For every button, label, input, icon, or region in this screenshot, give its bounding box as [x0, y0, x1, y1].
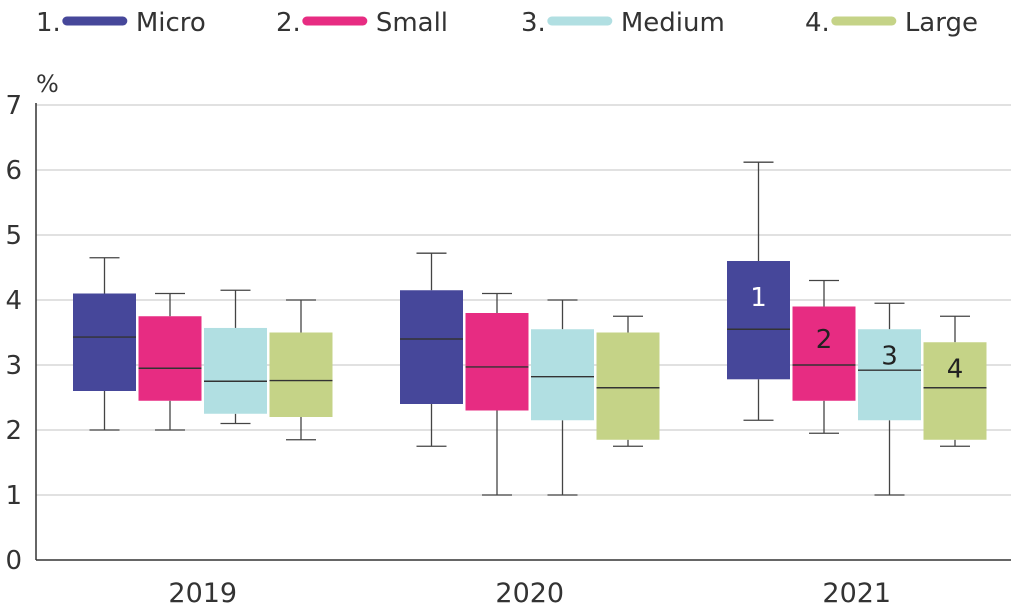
y-tick-label: 5: [5, 221, 22, 251]
x-axis-ticks: 2019 2020 2021: [168, 578, 891, 607]
box-body: [73, 293, 136, 391]
x-tick-label: 2021: [822, 578, 891, 607]
y-axis-label: %: [36, 70, 59, 98]
box-small-2019: [138, 292, 202, 431]
box-body: [596, 332, 660, 440]
box-large-2020: [596, 315, 660, 447]
box-large-2019: [269, 299, 333, 441]
box-annotation: 3: [881, 341, 898, 371]
legend-label: Medium: [621, 8, 725, 38]
legend-number: 1.: [36, 8, 61, 38]
box-small-2021: [792, 279, 856, 434]
box-body: [465, 313, 529, 411]
axes: [35, 103, 1011, 561]
box-body: [531, 329, 594, 421]
box-body: [858, 329, 921, 421]
legend-item-small: 2. Small: [276, 8, 448, 38]
y-tick-label: 7: [5, 91, 22, 121]
legend-item-large: 4. Large: [805, 8, 978, 38]
box-body: [138, 316, 202, 401]
box-body: [400, 290, 463, 404]
legend-label: Micro: [136, 8, 206, 38]
box-annotation: 2: [816, 325, 833, 355]
box-annotation: 1: [750, 283, 767, 313]
box-medium-2020: [531, 299, 594, 496]
box-body: [923, 342, 987, 440]
legend-item-micro: 1. Micro: [36, 8, 206, 38]
box-series: [73, 161, 987, 496]
legend-number: 2.: [276, 8, 301, 38]
box-annotations: 1 2 3 4: [750, 283, 963, 385]
box-micro-2020: [400, 252, 463, 447]
box-micro-2021: [727, 161, 790, 421]
legend-label: Small: [376, 8, 448, 38]
legend: 1. Micro 2. Small 3. Medium 4. Large: [36, 8, 978, 38]
box-body: [269, 332, 333, 417]
box-body: [204, 327, 267, 414]
y-tick-label: 2: [5, 416, 22, 446]
box-large-2021: [923, 315, 987, 447]
y-axis-ticks: 0 1 2 3 4 5 6 7: [5, 91, 22, 576]
y-tick-label: 0: [5, 546, 22, 576]
x-tick-label: 2020: [495, 578, 564, 607]
box-medium-2021: [858, 302, 921, 496]
box-micro-2019: [73, 257, 136, 431]
legend-number: 3.: [521, 8, 546, 38]
box-medium-2019: [204, 289, 267, 425]
y-tick-label: 3: [5, 351, 22, 381]
legend-label: Large: [905, 8, 978, 38]
box-body: [727, 261, 790, 380]
gridlines: [36, 104, 1011, 496]
box-annotation: 4: [947, 354, 964, 384]
legend-number: 4.: [805, 8, 830, 38]
box-small-2020: [465, 292, 529, 496]
y-tick-label: 6: [5, 156, 22, 186]
x-tick-label: 2019: [168, 578, 237, 607]
legend-item-medium: 3. Medium: [521, 8, 725, 38]
y-tick-label: 1: [5, 481, 22, 511]
y-tick-label: 4: [5, 286, 22, 316]
box-body: [792, 306, 856, 401]
